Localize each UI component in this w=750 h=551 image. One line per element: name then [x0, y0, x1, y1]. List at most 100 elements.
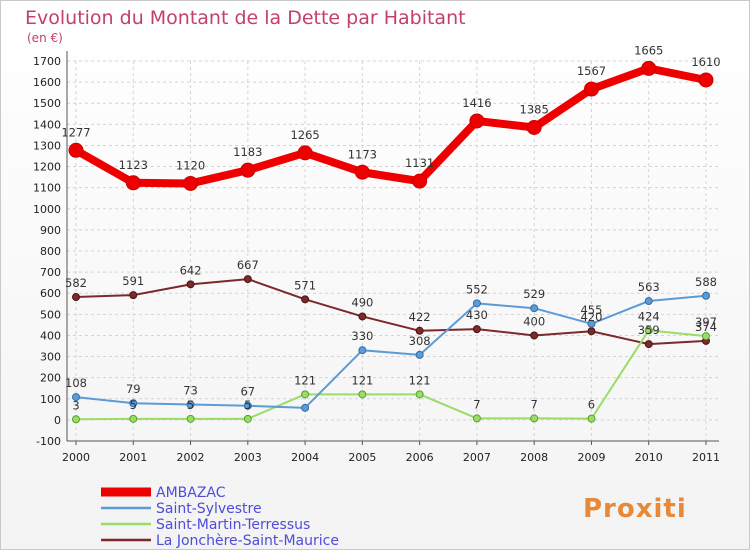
y-tick-label: 400: [40, 329, 61, 342]
x-tick-label: 2004: [291, 451, 319, 464]
data-point: [301, 403, 310, 412]
data-label: 424: [638, 309, 660, 323]
data-label: 1610: [691, 55, 720, 69]
data-point: [72, 293, 80, 302]
data-point: [530, 414, 539, 423]
legend-label: AMBAZAC: [156, 485, 226, 501]
x-tick-label: 2006: [406, 451, 434, 464]
data-point: [129, 399, 138, 408]
data-point: [186, 280, 195, 289]
data-point: [301, 390, 310, 399]
data-point: [472, 325, 481, 334]
data-label: 1120: [176, 158, 205, 172]
y-tick-label: 500: [40, 308, 61, 321]
data-label: 3: [72, 398, 79, 412]
data-label: 5: [244, 398, 251, 412]
data-point: [125, 175, 141, 191]
data-label: 5: [187, 398, 194, 412]
data-labels: 1277 1123 1120 1183 1265 1173 1131 1416 1385 1567…: [61, 43, 720, 412]
data-point: [698, 72, 714, 88]
data-point: [641, 60, 657, 76]
data-point: [68, 142, 84, 158]
data-label: 1183: [233, 145, 262, 159]
y-tick-label: 0: [54, 414, 61, 427]
data-point: [530, 331, 539, 340]
y-tick-label: 1400: [33, 118, 61, 131]
data-point: [583, 81, 599, 97]
series-line-3: [75, 278, 707, 346]
data-label: 1416: [462, 96, 491, 110]
y-tick-label: -100: [36, 435, 61, 448]
data-label: 1123: [119, 158, 148, 172]
data-point: [412, 173, 428, 189]
y-tick-label: 600: [40, 287, 61, 300]
x-tick-label: 2007: [463, 451, 491, 464]
x-tick-label: 2003: [234, 451, 262, 464]
y-tick-label: 300: [40, 351, 61, 364]
x-tick-label: 2008: [520, 451, 548, 464]
data-label: 455: [580, 303, 602, 317]
data-point: [240, 162, 256, 178]
data-point: [72, 415, 80, 424]
data-point: [243, 275, 252, 284]
data-point: [183, 175, 199, 191]
data-label: 1131: [405, 156, 434, 170]
data-label: 1385: [520, 103, 549, 117]
data-point: [644, 326, 653, 335]
y-tick-label: 1100: [33, 182, 61, 195]
data-point: [297, 145, 313, 161]
data-label: 79: [126, 382, 141, 396]
x-tick-label: 2002: [177, 451, 205, 464]
x-tick-label: 2001: [119, 451, 147, 464]
y-tick-label: 1200: [33, 161, 61, 174]
data-label: 1173: [348, 147, 377, 161]
data-point: [472, 299, 481, 308]
chart-title: Evolution du Montant de la Dette par Hab…: [25, 7, 466, 29]
data-label: 359: [638, 323, 660, 337]
data-point: [415, 350, 424, 359]
data-label: 582: [65, 276, 87, 290]
x-tick-label: 2009: [577, 451, 605, 464]
series-line-0: [72, 64, 710, 188]
data-point: [358, 346, 367, 355]
x-tick-label: 2005: [348, 451, 376, 464]
x-tick-label: 2000: [62, 451, 90, 464]
data-label: 330: [351, 329, 373, 343]
data-point: [129, 414, 138, 423]
data-label: 6: [588, 398, 595, 412]
y-tick-label: 900: [40, 224, 61, 237]
data-label: 430: [466, 308, 488, 322]
data-point: [472, 414, 481, 423]
data-point: [72, 393, 80, 402]
y-tick-label: 200: [40, 372, 61, 385]
series: [68, 60, 714, 424]
data-point: [526, 120, 542, 135]
data-label: 642: [180, 263, 202, 277]
data-label: 1665: [634, 43, 663, 57]
data-point: [358, 390, 367, 399]
data-label: 1277: [61, 125, 90, 139]
data-point: [587, 414, 596, 423]
y-tick-label: 1700: [33, 55, 61, 68]
data-point: [358, 312, 367, 321]
data-point: [530, 304, 539, 313]
logo-text: Proxiti: [583, 494, 687, 524]
data-point: [415, 326, 424, 335]
data-point: [415, 390, 424, 399]
data-label: 397: [695, 315, 717, 329]
data-point: [243, 414, 252, 423]
data-label: 5: [130, 398, 137, 412]
y-tick-label: 100: [40, 393, 61, 406]
legend-label: Saint-Martin-Terressus: [156, 517, 310, 533]
proxiti-logo: Proxiti: [583, 494, 687, 524]
legend-label: La Jonchère-Saint-Maurice: [156, 533, 339, 549]
data-label: 420: [580, 310, 602, 324]
chart-subtitle: (en €): [27, 31, 63, 45]
data-point: [243, 401, 252, 410]
data-label: 121: [294, 373, 316, 387]
data-point: [587, 319, 596, 328]
data-point: [587, 327, 596, 336]
data-point: [469, 113, 485, 129]
